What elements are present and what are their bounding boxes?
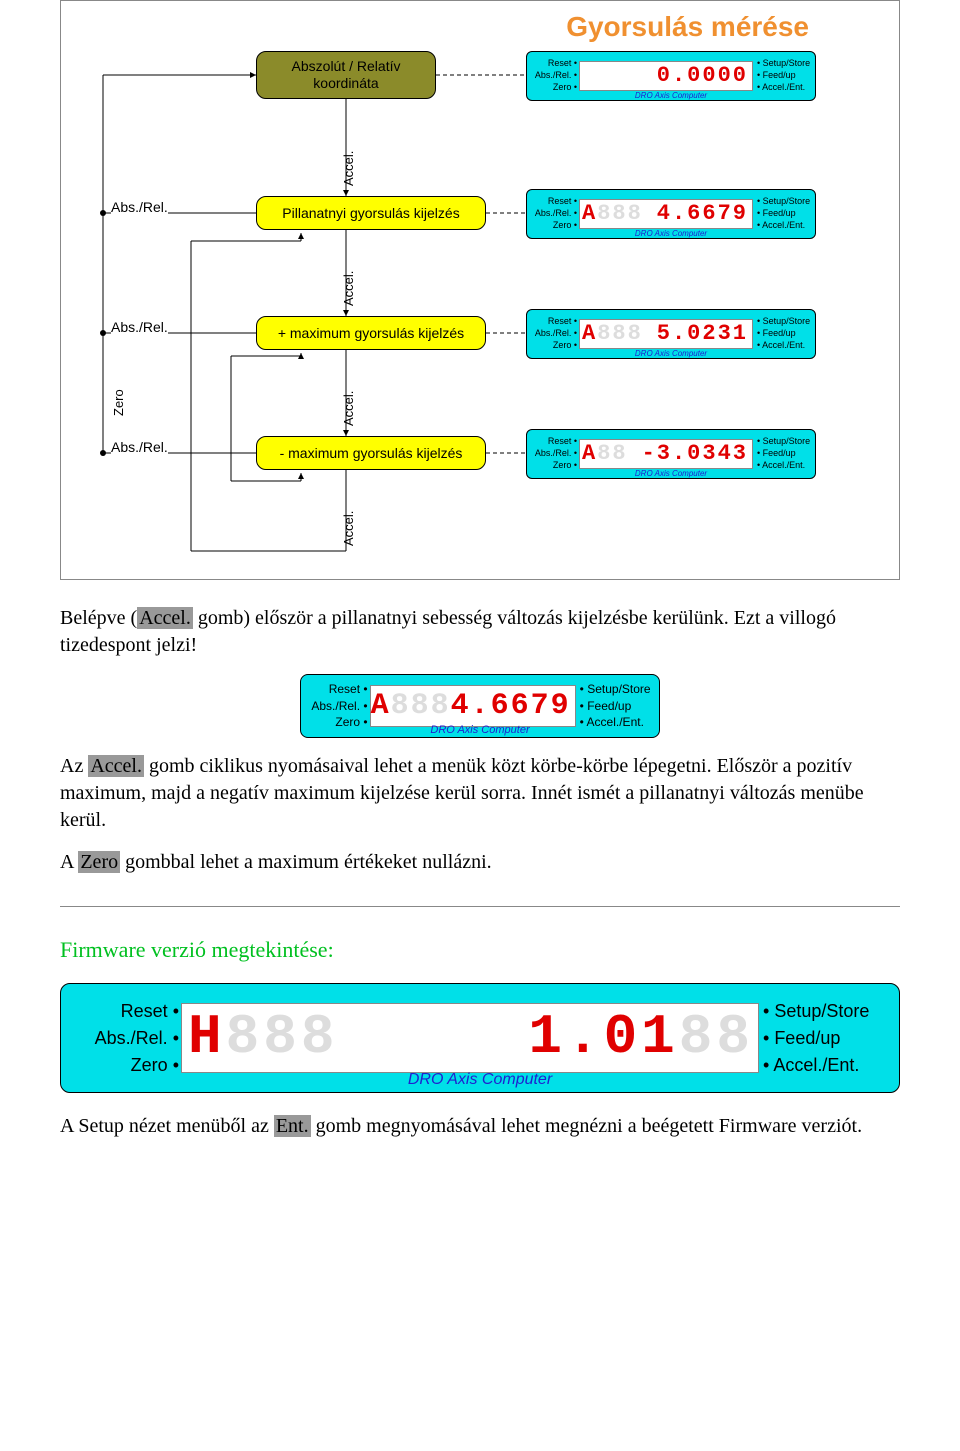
paragraph-3: A Zero gombbal lehet a maximum értékeket…: [60, 849, 900, 876]
paragraph-2: Az Accel. gomb ciklikus nyomásaival lehe…: [60, 753, 900, 834]
dro-firmware: Reset Abs./Rel. Zero H8881.0188 Setup/St…: [60, 983, 900, 1093]
flow-node-pill: Pillanatnyi gyorsulás kijelzés: [256, 196, 486, 230]
accel-key: Accel.: [88, 755, 144, 777]
dro-mid: Reset Abs./Rel. Zero A8884.6679 Setup/St…: [300, 674, 660, 738]
edge-label: Accel.: [341, 511, 356, 546]
dro-display: H8881.0188: [181, 1003, 759, 1073]
dro-display: A8884.6679: [370, 685, 576, 727]
flowchart-diagram: Gyorsulás mérése: [60, 0, 900, 580]
dro-panel-3: ResetAbs./Rel.ZeroA88-3.0343Setup/StoreF…: [526, 429, 816, 479]
zero-key: Zero: [78, 851, 120, 873]
flow-node-abs-rel: Abszolút / Relatív koordináta: [256, 51, 436, 99]
edge-label: Abs./Rel.: [111, 199, 168, 215]
edge-label: Abs./Rel.: [111, 319, 168, 335]
paragraph-4: A Setup nézet menüből az Ent. gomb megny…: [60, 1113, 900, 1140]
dro-panel-2: ResetAbs./Rel.ZeroA8885.0231Setup/StoreF…: [526, 309, 816, 359]
edge-label: Accel.: [341, 271, 356, 306]
dro-panel-0: ResetAbs./Rel.Zero0.0000Setup/StoreFeed/…: [526, 51, 816, 101]
accel-key: Accel.: [137, 607, 193, 629]
dro-left-labels: Reset Abs./Rel. Zero: [61, 998, 181, 1079]
firmware-heading: Firmware verzió megtekintése:: [60, 937, 900, 963]
dro-panel-1: ResetAbs./Rel.ZeroA8884.6679Setup/StoreF…: [526, 189, 816, 239]
paragraph-1: Belépve (Accel. gomb) először a pillanat…: [60, 605, 900, 659]
dro-right-labels: Setup/Store Feed/up Accel./Ent.: [759, 998, 899, 1079]
edge-label: Accel.: [341, 151, 356, 186]
edge-label: Zero: [111, 389, 126, 416]
flow-node-minus: - maximum gyorsulás kijelzés: [256, 436, 486, 470]
ent-key: Ent.: [274, 1115, 311, 1137]
flow-node-plus: + maximum gyorsulás kijelzés: [256, 316, 486, 350]
divider: [60, 906, 900, 907]
edge-label: Accel.: [341, 391, 356, 426]
edge-label: Abs./Rel.: [111, 439, 168, 455]
